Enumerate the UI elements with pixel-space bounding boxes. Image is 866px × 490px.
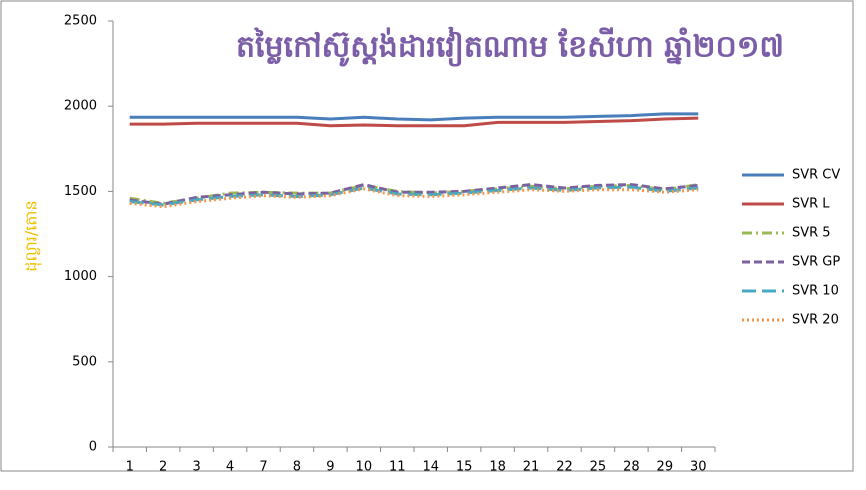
x-tick-label: 9 — [326, 460, 334, 475]
legend-label: SVR L — [792, 197, 830, 212]
legend-label: SVR CV — [792, 168, 840, 183]
chart-frame — [0, 0, 854, 472]
x-tick-label: 7 — [259, 460, 267, 475]
x-tick-label: 29 — [657, 460, 674, 475]
y-tick-label: 2000 — [64, 99, 97, 114]
x-tick-label: 8 — [293, 460, 301, 475]
series-line — [129, 112, 699, 122]
x-tick-label: 30 — [690, 460, 707, 475]
x-tick-label: 25 — [590, 460, 607, 475]
x-tick-label: 18 — [489, 460, 506, 475]
y-axis-label: ដុល្លារ/តោន — [22, 200, 43, 271]
y-tick-label: 0 — [89, 440, 97, 455]
chart-title: តម្លៃកៅស៊ូស្តង់ដារវៀតណាម ខែសីហា ឆ្នាំ២០១… — [236, 27, 784, 68]
x-tick-label: 15 — [456, 460, 473, 475]
legend-label: SVR 10 — [792, 284, 839, 299]
x-tick-label: 11 — [389, 460, 406, 475]
y-tick-label: 2500 — [64, 14, 97, 29]
x-tick-label: 1 — [126, 460, 134, 475]
series-line — [129, 183, 699, 205]
legend-label: SVR 20 — [792, 313, 839, 328]
x-tick-label: 28 — [623, 460, 640, 475]
x-tick-label: 14 — [422, 460, 439, 475]
y-tick-label: 1000 — [64, 269, 97, 284]
x-tick-label: 21 — [523, 460, 540, 475]
series-line — [129, 185, 699, 207]
y-tick-label: 500 — [72, 354, 97, 369]
series-line — [129, 116, 699, 128]
y-tick-label: 1500 — [64, 184, 97, 199]
x-tick-label: 3 — [192, 460, 200, 475]
legend-label: SVR GP — [792, 255, 840, 270]
x-tick-label: 22 — [556, 460, 573, 475]
x-tick-label: 2 — [159, 460, 167, 475]
legend-label: SVR 5 — [792, 226, 831, 241]
x-tick-label: 4 — [226, 460, 234, 475]
series-line — [129, 187, 699, 209]
x-tick-label: 10 — [356, 460, 373, 475]
